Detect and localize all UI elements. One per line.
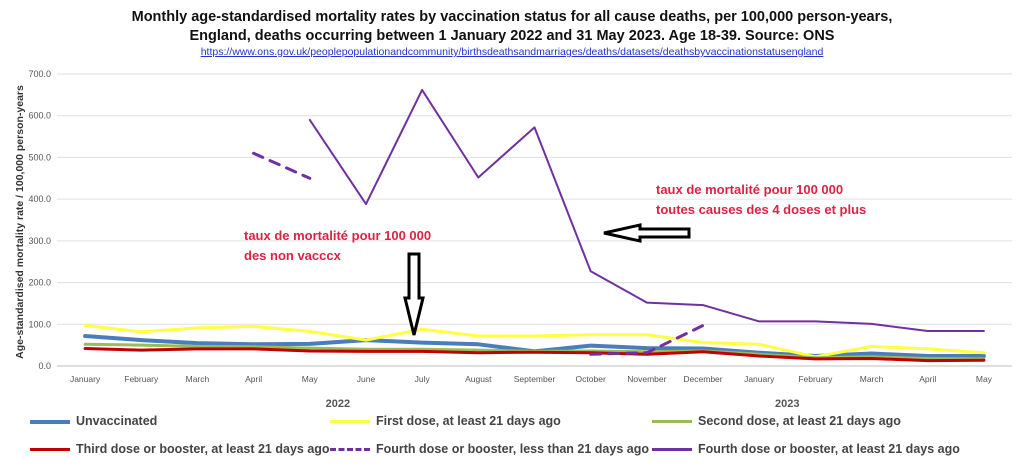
x-tick-label: April (245, 374, 262, 384)
x-tick-label: October (576, 374, 606, 384)
x-tick-label: February (798, 374, 833, 384)
series-line-4 (589, 324, 705, 356)
legend-label: Fourth dose or booster, at least 21 days… (698, 442, 960, 456)
legend-label: First dose, at least 21 days ago (376, 414, 561, 428)
chart-title-line-1: Monthly age-standardised mortality rates… (131, 9, 893, 25)
annotation-fourth-dose-line-2: toutes causes des 4 doses et plus (656, 202, 867, 217)
x-tick-label: April (919, 374, 936, 384)
y-tick-label: 200.0 (28, 278, 51, 288)
y-tick-label: 400.0 (28, 194, 51, 204)
x-tick-label: June (357, 374, 376, 384)
chart-canvas: 0.0 100.0 200.0 300.0 400.0 500.0 600.0 700.0 J… (28, 69, 1012, 410)
legend-swatch-unvaccinated (30, 419, 70, 424)
y-tick-label: 100.0 (28, 319, 51, 329)
gridlines (57, 73, 1012, 367)
x-tick-label: March (186, 374, 210, 384)
year-labels: 2022 2023 (326, 398, 800, 410)
x-tick-label: January (744, 374, 775, 384)
arrow-down-icon (403, 252, 425, 336)
year-label: 2023 (775, 398, 799, 410)
chart-title-line-2: England, deaths occurring between 1 Janu… (189, 28, 835, 44)
x-tick-labels: January February March April May June July Augu… (70, 374, 993, 384)
x-tick-label: September (514, 374, 556, 384)
legend-swatch-second-dose (652, 420, 692, 424)
legend-item-unvaccinated: Unvaccinated (30, 414, 157, 428)
x-tick-label: January (70, 374, 101, 384)
series-line-4 (252, 151, 312, 180)
legend-item-fourth-dose-recent: Fourth dose or booster, less than 21 day… (330, 442, 649, 456)
y-tick-label: 700.0 (28, 69, 51, 79)
annotation-fourth-dose-line-1: taux de mortalité pour 100 000 (656, 182, 844, 197)
annotation-unvaccinated-line-2: des non vacccx (244, 248, 341, 263)
series-line-1 (83, 324, 986, 359)
legend-swatch-first-dose (330, 420, 370, 424)
legend-label: Second dose, at least 21 days ago (698, 414, 901, 428)
series-lines (83, 88, 986, 363)
x-tick-label: May (302, 374, 319, 384)
y-tick-labels: 0.0 100.0 200.0 300.0 400.0 500.0 600.0 700.0 (28, 69, 51, 371)
annotation-fourth-dose: taux de mortalité pour 100 000 toutes ca… (656, 180, 866, 220)
annotation-unvaccinated-line-1: taux de mortalité pour 100 000 (244, 228, 432, 243)
x-tick-label: December (683, 374, 722, 384)
legend-swatch-third-dose (30, 448, 70, 452)
legend-item-second-dose: Second dose, at least 21 days ago (652, 414, 901, 428)
legend-label: Fourth dose or booster, less than 21 day… (376, 442, 649, 456)
x-tick-label: July (415, 374, 431, 384)
legend-item-first-dose: First dose, at least 21 days ago (330, 414, 561, 428)
year-label: 2022 (326, 398, 350, 410)
legend: Unvaccinated First dose, at least 21 day… (30, 414, 1010, 464)
legend-label: Unvaccinated (76, 414, 158, 428)
x-tick-label: March (860, 374, 884, 384)
y-tick-label: 300.0 (28, 236, 51, 246)
series-line-3 (83, 347, 986, 363)
x-tick-label: November (627, 374, 666, 384)
x-tick-label: May (976, 374, 993, 384)
legend-swatch-fourth-dose (652, 448, 692, 452)
legend-item-fourth-dose: Fourth dose or booster, at least 21 days… (652, 442, 960, 456)
arrow-left-icon (603, 223, 691, 243)
series-line-5 (308, 88, 985, 332)
x-tick-label: August (465, 374, 492, 384)
y-tick-label: 600.0 (28, 111, 51, 121)
legend-label: Third dose or booster, at least 21 days … (76, 442, 330, 456)
legend-swatch-fourth-dose-recent (330, 448, 370, 452)
y-tick-label: 0.0 (38, 361, 51, 371)
source-url-link[interactable]: https://www.ons.gov.uk/peoplepopulationa… (200, 46, 824, 58)
x-tick-label: February (124, 374, 159, 384)
annotation-unvaccinated: taux de mortalité pour 100 000 des non v… (244, 226, 431, 266)
y-tick-label: 500.0 (28, 152, 51, 162)
legend-item-third-dose: Third dose or booster, at least 21 days … (30, 442, 330, 456)
